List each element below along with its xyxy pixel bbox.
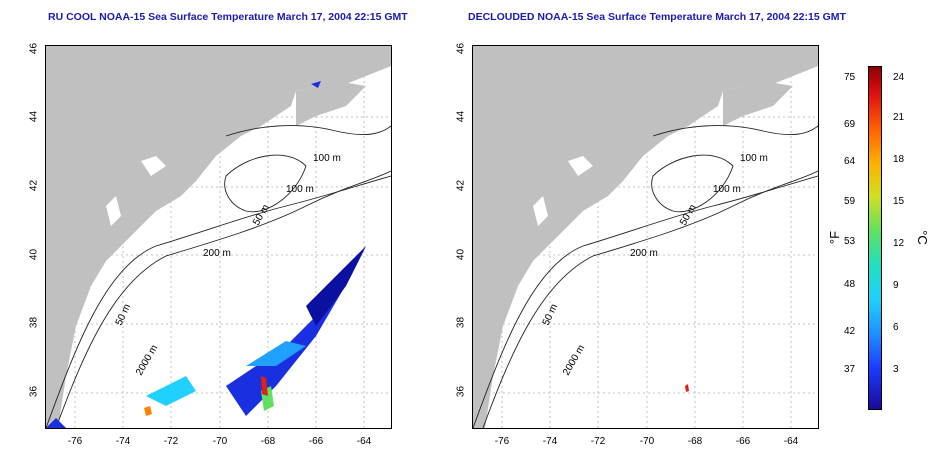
lon-tick-label: -68: [687, 436, 703, 447]
lon-tick-label: -72: [163, 436, 179, 447]
colorbar-c-label: 24: [893, 72, 905, 83]
lon-tick-label: -74: [115, 436, 131, 447]
celsius-unit-label: °C: [914, 230, 930, 245]
colorbar-f-label: 37: [844, 364, 856, 375]
lat-tick-label: 40: [28, 248, 40, 261]
lon-tick-label: -72: [590, 436, 606, 447]
sst-map-declouded: 100 m 100 m 50 m 200 m 50 m 2000 m: [472, 45, 819, 429]
lon-tick-label: -66: [735, 436, 751, 447]
colorbar-f-label: 69: [844, 119, 856, 130]
colorbar-c-label: 9: [893, 280, 899, 291]
sst-map-declouded-canvas: 100 m 100 m 50 m 200 m 50 m 2000 m: [473, 46, 818, 428]
colorbar-c-label: 21: [893, 112, 905, 123]
lat-tick-label: 36: [455, 385, 467, 398]
sst-map-raw: 100 m 100 m 50 m 200 m 50 m 2000 m: [45, 45, 392, 429]
lon-tick-label: -76: [494, 436, 510, 447]
contour-label: 100 m: [286, 184, 314, 195]
contour-label: 100 m: [740, 153, 768, 164]
temperature-colorbar: [868, 66, 882, 410]
contour-label: 100 m: [313, 153, 341, 164]
lat-tick-label: 42: [455, 179, 467, 192]
contour-label: 50 m: [114, 302, 133, 327]
lat-tick-label: 44: [455, 110, 467, 123]
contour-label: 50 m: [678, 203, 699, 228]
lon-tick-label: -64: [356, 436, 372, 447]
lon-tick-label: -74: [542, 436, 558, 447]
lat-tick-label: 44: [28, 110, 40, 123]
lon-tick-label: -66: [308, 436, 324, 447]
lon-tick-label: -64: [783, 436, 799, 447]
sst-swath: [46, 81, 366, 428]
lat-tick-label: 38: [455, 316, 467, 329]
contour-label: 100 m: [713, 184, 741, 195]
lat-tick-label: 36: [28, 385, 40, 398]
contour-label: 200 m: [630, 248, 658, 259]
colorbar-f-label: 53: [844, 236, 856, 247]
right-map-title: DECLOUDED NOAA-15 Sea Surface Temperatur…: [468, 11, 846, 23]
lat-tick-label: 38: [28, 316, 40, 329]
colorbar-c-label: 6: [893, 322, 899, 333]
landmass: [46, 46, 391, 428]
lat-tick-label: 40: [455, 248, 467, 261]
fahrenheit-unit-label: °F: [827, 230, 843, 245]
lat-tick-label: 42: [28, 179, 40, 192]
contour-label: 50 m: [541, 302, 560, 327]
colorbar-f-label: 48: [844, 279, 856, 290]
lon-tick-label: -70: [212, 436, 228, 447]
left-map-title: RU COOL NOAA-15 Sea Surface Temperature …: [48, 11, 408, 23]
lat-tick-label: 46: [28, 42, 40, 55]
colorbar-c-label: 12: [893, 238, 905, 249]
lon-tick-label: -76: [67, 436, 83, 447]
colorbar-f-label: 75: [844, 72, 856, 83]
colorbar-f-label: 59: [844, 196, 856, 207]
colorbar-f-label: 42: [844, 326, 856, 337]
contour-label: 2000 m: [134, 343, 160, 377]
colorbar-c-label: 15: [893, 196, 905, 207]
lat-tick-label: 46: [455, 42, 467, 55]
contour-label: 2000 m: [561, 343, 587, 377]
contour-label: 50 m: [251, 203, 272, 228]
contour-label: 200 m: [203, 248, 231, 259]
lon-tick-label: -68: [260, 436, 276, 447]
colorbar-c-label: 18: [893, 154, 905, 165]
sst-map-raw-canvas: 100 m 100 m 50 m 200 m 50 m 2000 m: [46, 46, 391, 428]
lon-tick-label: -70: [639, 436, 655, 447]
landmass: [473, 46, 818, 428]
colorbar-c-label: 3: [893, 364, 899, 375]
colorbar-f-label: 64: [844, 156, 856, 167]
